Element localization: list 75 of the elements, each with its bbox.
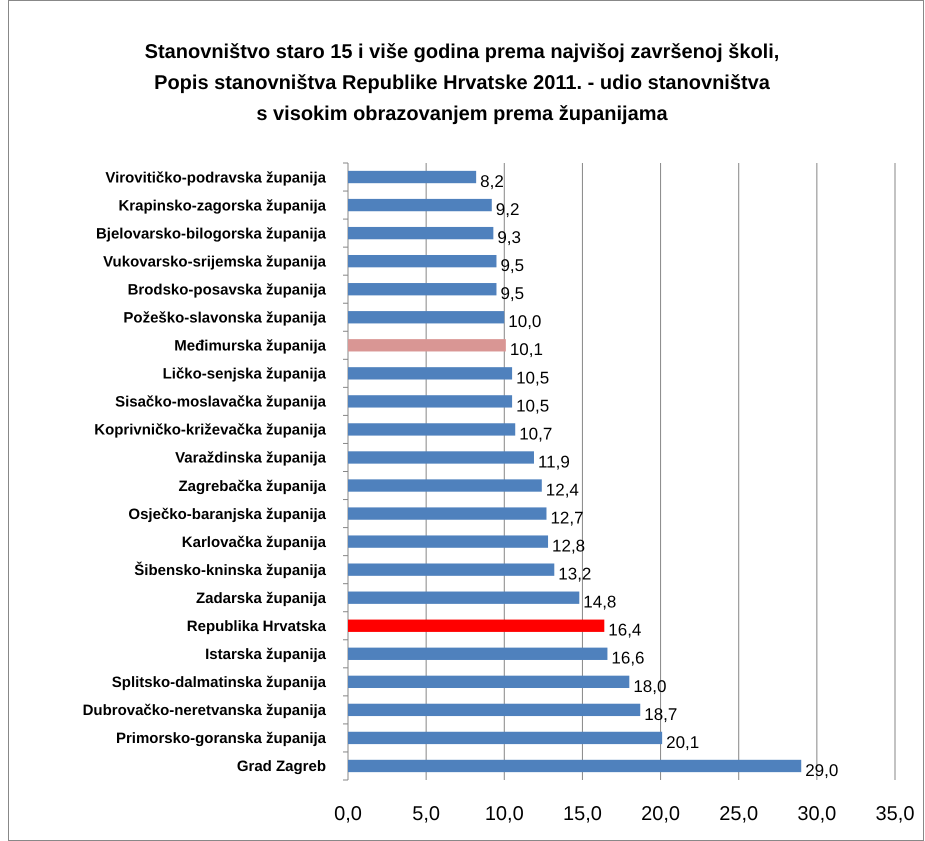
bar (348, 198, 492, 212)
data-label: 20,1 (666, 732, 700, 752)
bar (348, 451, 534, 464)
y-tick-label: Krapinsko-zagorska županija (118, 197, 327, 214)
bar (348, 592, 580, 604)
data-label: 12,8 (552, 536, 586, 556)
x-tick-label: 10,0 (484, 803, 524, 825)
bar (348, 535, 548, 548)
y-tick-label: Grad Zagreb (236, 758, 326, 776)
bar (348, 423, 516, 436)
bar (348, 507, 546, 520)
bar (348, 704, 640, 716)
x-tick-label: 5,0 (412, 803, 440, 825)
data-label: 10,5 (516, 396, 550, 416)
y-tick-label: Brodsko-posavska županija (128, 281, 327, 298)
y-tick-label: Zagrebačka županija (178, 478, 327, 495)
chart-title: Stanovništvo staro 15 i više godina prema najvišoj završenoj školi, Popis stanovništva Republike Hrvatske 2011. - udio stanovništva s visokim obrazovanjem prema županijama (144, 41, 780, 125)
y-tick-label: Varaždinska županija (175, 450, 327, 467)
x-tick-label: 30,0 (797, 803, 836, 825)
data-label: 10,5 (516, 368, 550, 388)
y-tick-label: Osječko-baranjska županija (128, 506, 327, 523)
bar (348, 563, 554, 576)
bar (348, 339, 506, 352)
y-tick-label: Vukovarsko-srijemska županija (103, 253, 327, 270)
bar (348, 254, 496, 268)
data-label: 12,7 (550, 508, 584, 528)
y-tick-label: Šibensko-kninska županija (134, 560, 327, 579)
x-tick-label: 25,0 (719, 803, 758, 825)
y-tick-label: Primorsko-goranska županija (116, 730, 327, 748)
x-tick-label: 35,0 (876, 803, 914, 825)
bar (348, 732, 662, 744)
x-tick-label: 20,0 (641, 803, 680, 825)
y-tick-label: Dubrovačko-neretvanska županija (82, 702, 327, 720)
data-label: 18,0 (633, 676, 666, 696)
y-tick-label: Karlovačka županija (182, 534, 327, 551)
data-label: 13,2 (558, 564, 592, 584)
bar (348, 311, 504, 324)
data-label: 11,9 (538, 452, 570, 472)
y-tick-label: Zadarska županija (196, 590, 327, 607)
y-tick-label: Bjelovarsko-bilogorska županija (96, 225, 327, 242)
y-tick-label: Koprivničko-križevačka županija (94, 422, 327, 439)
y-tick-label: Sisačko-moslavačka županija (115, 394, 327, 411)
bar (348, 479, 542, 492)
data-label: 9,3 (497, 228, 521, 248)
bar (348, 676, 630, 688)
y-tick-label: Virovitičko-podravska županija (105, 169, 327, 186)
data-label: 29,0 (805, 760, 838, 780)
y-tick-label: Požeško-slavonska županija (123, 310, 327, 326)
y-tick-label: Istarska županija (205, 646, 327, 664)
data-label: 9,2 (496, 200, 520, 220)
bar (348, 760, 802, 772)
bar (348, 648, 608, 660)
y-tick-label: Ličko-senjska županija (162, 366, 327, 383)
data-label: 16,6 (611, 648, 645, 668)
bar (348, 367, 512, 380)
bar (348, 283, 496, 296)
data-label: 14,8 (583, 592, 616, 612)
data-label: 10,1 (510, 340, 543, 360)
data-label: 18,7 (644, 704, 678, 724)
bar (348, 170, 476, 184)
bar (348, 620, 604, 632)
x-tick-label: 0,0 (334, 803, 362, 825)
x-tick-label: 15,0 (562, 803, 602, 825)
data-label: 9,5 (500, 284, 524, 304)
bar (348, 226, 494, 240)
bar (348, 395, 512, 408)
data-label: 10,0 (508, 312, 542, 332)
data-label: 12,4 (546, 480, 579, 500)
data-label: 9,5 (500, 256, 524, 276)
data-label: 10,7 (519, 424, 552, 444)
y-tick-label: Republika Hrvatska (186, 618, 327, 635)
y-tick-label: Međimurska županija (174, 338, 327, 355)
data-label: 8,2 (480, 172, 504, 191)
y-tick-label: Splitsko-dalmatinska županija (112, 674, 327, 692)
data-label: 16,4 (608, 620, 642, 640)
